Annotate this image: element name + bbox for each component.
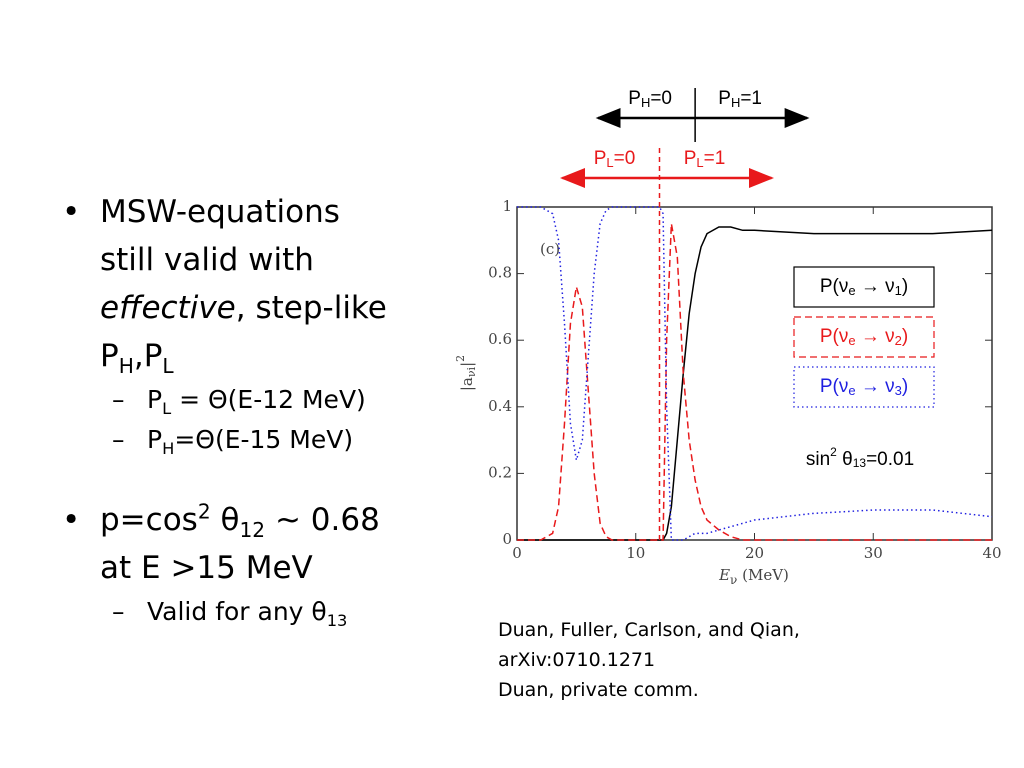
step-label-part: H <box>641 95 650 110</box>
legend-label-part: ) <box>902 326 908 347</box>
citation-line: Duan, Fuller, Carlson, and Qian, <box>498 619 800 641</box>
sub-bullet: PH=Θ(E-15 MeV) <box>62 420 400 460</box>
step-label: PL=1 <box>684 148 726 170</box>
legend-label-part: P(ν <box>820 326 849 347</box>
legend-label-part: P(ν <box>820 276 849 297</box>
step-label-part: =1 <box>704 148 726 169</box>
step-label-part: =1 <box>740 88 762 109</box>
step-label: PH=0 <box>628 88 672 110</box>
citation: Duan, Fuller, Carlson, and Qian, arXiv:0… <box>498 615 800 705</box>
step-label: PH=1 <box>718 88 762 110</box>
legend-label-part: ) <box>902 376 908 397</box>
step-label-part: =0 <box>614 148 636 169</box>
step-label-part: L <box>606 155 613 170</box>
step-label-part: L <box>696 155 703 170</box>
y-tick-label: 0.2 <box>488 463 512 481</box>
y-tick-label: 0.4 <box>488 397 512 415</box>
x-tick-label: 0 <box>512 544 522 562</box>
sub-bullet: Valid for any θ13 <box>62 592 400 632</box>
bullet-list: MSW-equations still valid with effective… <box>62 188 422 632</box>
legend-box <box>793 366 935 408</box>
step-label-part: H <box>731 95 740 110</box>
y-tick-label: 0.6 <box>488 330 512 348</box>
y-tick-label: 1 <box>502 197 512 215</box>
legend-label-part: e <box>848 283 855 298</box>
y-tick-label: 0.8 <box>488 264 512 282</box>
panel-label: (c) <box>540 240 560 258</box>
legend-label: P(νe → ν1) <box>820 276 908 298</box>
legend-label-part: e <box>848 383 855 398</box>
annotation: sin2 θ13=0.01 <box>806 445 914 470</box>
legend-label: P(νe → ν3) <box>820 376 908 398</box>
legend-label-part: 2 <box>895 333 902 348</box>
citation-line: Duan, private comm. <box>498 679 699 701</box>
legend-label: P(νe → ν2) <box>820 326 908 348</box>
x-tick-label: 10 <box>626 544 645 562</box>
step-label-part: =0 <box>650 88 672 109</box>
legend-label-part: ) <box>902 276 908 297</box>
series-line <box>517 223 992 541</box>
step-label: PL=0 <box>594 148 636 170</box>
bullet: p=cos2 θ12 ~ 0.68 at E >15 MeV Valid for… <box>62 496 400 632</box>
step-label-part: P <box>684 148 697 169</box>
legend-box <box>793 316 935 358</box>
step-label-part: P <box>718 88 731 109</box>
legend-label-part: → ν <box>856 276 895 297</box>
legend-label-part: → ν <box>856 376 895 397</box>
legend-label-part: P(ν <box>820 376 849 397</box>
legend-label-part: → ν <box>856 326 895 347</box>
bullet: MSW-equations still valid with effective… <box>62 188 400 460</box>
x-tick-label: 30 <box>864 544 883 562</box>
x-tick-label: 40 <box>982 544 1001 562</box>
legend-label-part: e <box>848 333 855 348</box>
y-axis-label: |aνi|2 <box>454 355 478 391</box>
x-axis-label: Eν (MeV) <box>718 566 789 587</box>
step-label-part: P <box>628 88 641 109</box>
legend-label-part: 1 <box>895 283 902 298</box>
step-label-part: P <box>594 148 607 169</box>
legend-box <box>793 266 935 308</box>
y-tick-label: 0 <box>502 530 512 548</box>
x-tick-label: 20 <box>745 544 764 562</box>
sub-bullet: PL = Θ(E-12 MeV) <box>62 380 400 420</box>
series-line <box>517 226 993 541</box>
legend-label-part: 3 <box>895 383 902 398</box>
citation-line: arXiv:0710.1271 <box>498 649 656 671</box>
